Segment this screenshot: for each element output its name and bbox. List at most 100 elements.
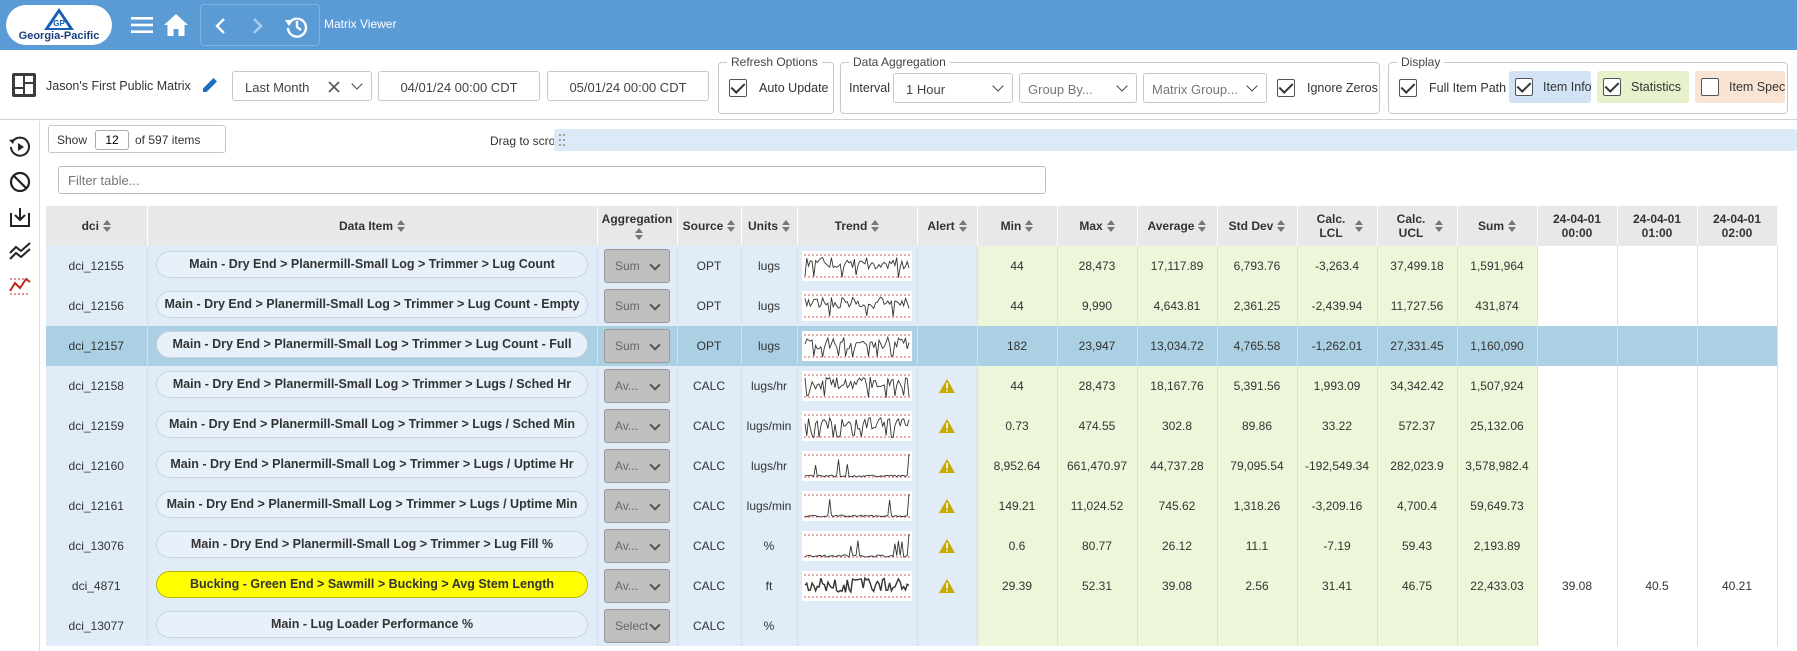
home-icon[interactable] bbox=[162, 11, 190, 39]
data-item-pill[interactable]: Bucking - Green End > Sawmill > Bucking … bbox=[156, 571, 588, 598]
edit-pencil-icon[interactable] bbox=[200, 75, 220, 95]
sort-icon[interactable] bbox=[1106, 220, 1115, 233]
trend-chart-icon[interactable] bbox=[8, 239, 32, 263]
data-item-pill[interactable]: Main - Dry End > Planermill-Small Log > … bbox=[156, 411, 588, 438]
history-icon[interactable] bbox=[283, 13, 311, 41]
horizontal-scroll-track[interactable] bbox=[554, 129, 1797, 151]
start-date-field[interactable]: 04/01/24 00:00 CDT bbox=[378, 71, 540, 101]
column-header[interactable]: 24-04-01 00:00 bbox=[1537, 206, 1618, 246]
column-header[interactable]: Alert bbox=[917, 206, 978, 246]
statistics-checkbox[interactable] bbox=[1603, 78, 1621, 96]
aggregation-select[interactable]: Select bbox=[604, 609, 670, 643]
trend-sparkline[interactable] bbox=[802, 451, 912, 481]
sort-icon[interactable] bbox=[1508, 220, 1516, 233]
data-item-pill[interactable]: Main - Dry End > Planermill-Small Log > … bbox=[156, 331, 588, 358]
column-header[interactable]: dci bbox=[46, 206, 148, 246]
trend-sparkline[interactable] bbox=[802, 251, 912, 281]
auto-update-checkbox[interactable] bbox=[729, 79, 747, 97]
table-row[interactable]: dci_12158 Main - Dry End > Planermill-Sma… bbox=[46, 366, 1778, 406]
item-info-toggle[interactable]: Item Info bbox=[1509, 71, 1592, 103]
table-row[interactable]: dci_12157 Main - Dry End > Planermill-Sma… bbox=[46, 326, 1778, 366]
column-header[interactable]: Source bbox=[677, 206, 742, 246]
trend-sparkline[interactable] bbox=[802, 371, 912, 401]
warning-icon[interactable] bbox=[938, 578, 956, 594]
aggregation-select[interactable]: Av... bbox=[604, 569, 670, 603]
full-item-path-checkbox[interactable] bbox=[1399, 79, 1417, 97]
warning-icon[interactable] bbox=[938, 538, 956, 554]
statistics-toggle[interactable]: Statistics bbox=[1597, 71, 1689, 103]
sort-icon[interactable] bbox=[871, 220, 880, 233]
warning-icon[interactable] bbox=[938, 498, 956, 514]
column-header[interactable]: 24-04-01 01:00 bbox=[1617, 206, 1698, 246]
forward-icon[interactable] bbox=[247, 16, 267, 36]
table-row[interactable]: dci_12161 Main - Dry End > Planermill-Sma… bbox=[46, 486, 1778, 526]
table-row[interactable]: dci_13076 Main - Dry End > Planermill-Sma… bbox=[46, 526, 1778, 566]
drag-handle-icon[interactable] bbox=[558, 133, 566, 147]
column-header[interactable]: Units bbox=[741, 206, 798, 246]
aggregation-select[interactable]: Av... bbox=[604, 409, 670, 443]
aggregation-select[interactable]: Sum bbox=[604, 249, 670, 283]
column-header[interactable]: Min bbox=[977, 206, 1058, 246]
sort-icon[interactable] bbox=[1435, 220, 1443, 232]
data-item-pill[interactable]: Main - Lug Loader Performance % bbox=[156, 611, 588, 638]
menu-icon[interactable] bbox=[128, 11, 156, 39]
table-row[interactable]: dci_12160 Main - Dry End > Planermill-Sma… bbox=[46, 446, 1778, 486]
interval-select[interactable]: 1 Hour bbox=[893, 73, 1013, 103]
download-icon[interactable] bbox=[8, 205, 32, 229]
play-history-icon[interactable] bbox=[8, 135, 32, 159]
trend-sparkline[interactable] bbox=[802, 331, 912, 361]
time-range-select[interactable]: Last Month bbox=[232, 71, 372, 101]
sort-icon[interactable] bbox=[727, 220, 736, 233]
item-spec-checkbox[interactable] bbox=[1701, 78, 1719, 96]
sort-icon[interactable] bbox=[1198, 220, 1207, 233]
aggregation-select[interactable]: Av... bbox=[604, 369, 670, 403]
table-row[interactable]: dci_12156 Main - Dry End > Planermill-Sma… bbox=[46, 286, 1778, 326]
sort-icon[interactable] bbox=[102, 220, 111, 233]
column-header[interactable]: Average bbox=[1137, 206, 1218, 246]
sort-icon[interactable] bbox=[635, 228, 643, 241]
aggregation-select[interactable]: Av... bbox=[604, 449, 670, 483]
sort-icon[interactable] bbox=[958, 220, 967, 233]
clear-icon[interactable] bbox=[328, 81, 340, 93]
table-row[interactable]: dci_13077 Main - Lug Loader Performance %… bbox=[46, 606, 1778, 646]
column-header[interactable]: Aggregation bbox=[597, 206, 678, 246]
column-header[interactable]: 24-04-01 02:00 bbox=[1697, 206, 1778, 246]
column-header[interactable]: Calc. UCL bbox=[1377, 206, 1458, 246]
page-size-input[interactable] bbox=[95, 130, 129, 150]
sort-icon[interactable] bbox=[1277, 220, 1286, 233]
column-header[interactable]: Max bbox=[1057, 206, 1138, 246]
aggregation-select[interactable]: Sum bbox=[604, 289, 670, 323]
column-header[interactable]: Sum bbox=[1457, 206, 1538, 246]
matrix-group-select[interactable]: Matrix Group... bbox=[1143, 73, 1267, 103]
filter-table-input[interactable]: Filter table... bbox=[58, 166, 1046, 194]
data-item-pill[interactable]: Main - Dry End > Planermill-Small Log > … bbox=[156, 371, 588, 398]
column-header[interactable]: Calc. LCL bbox=[1297, 206, 1378, 246]
column-header[interactable]: Data Item bbox=[147, 206, 598, 246]
end-date-field[interactable]: 05/01/24 00:00 CDT bbox=[547, 71, 709, 101]
sort-icon[interactable] bbox=[397, 220, 406, 233]
aggregation-select[interactable]: Av... bbox=[604, 529, 670, 563]
trend-sparkline[interactable] bbox=[802, 571, 912, 601]
column-header[interactable]: Trend bbox=[797, 206, 918, 246]
column-header[interactable]: Std Dev bbox=[1217, 206, 1298, 246]
trend-sparkline[interactable] bbox=[802, 411, 912, 441]
data-item-pill[interactable]: Main - Dry End > Planermill-Small Log > … bbox=[156, 291, 588, 318]
table-row[interactable]: dci_4871 Bucking - Green End > Sawmill > … bbox=[46, 566, 1778, 606]
trend-sparkline[interactable] bbox=[802, 491, 912, 521]
data-item-pill[interactable]: Main - Dry End > Planermill-Small Log > … bbox=[156, 491, 588, 518]
back-icon[interactable] bbox=[211, 16, 231, 36]
logo[interactable]: GP Georgia-Pacific bbox=[6, 5, 112, 45]
data-item-pill[interactable]: Main - Dry End > Planermill-Small Log > … bbox=[156, 451, 588, 478]
aggregation-select[interactable]: Av... bbox=[604, 489, 670, 523]
warning-icon[interactable] bbox=[938, 418, 956, 434]
dashboard-icon[interactable] bbox=[12, 73, 36, 97]
data-item-pill[interactable]: Main - Dry End > Planermill-Small Log > … bbox=[156, 251, 588, 278]
data-item-pill[interactable]: Main - Dry End > Planermill-Small Log > … bbox=[156, 531, 588, 558]
item-info-checkbox[interactable] bbox=[1515, 78, 1533, 96]
warning-icon[interactable] bbox=[938, 378, 956, 394]
item-spec-toggle[interactable]: Item Spec bbox=[1695, 71, 1785, 103]
trend-sparkline[interactable] bbox=[802, 531, 912, 561]
sort-icon[interactable] bbox=[1025, 220, 1034, 233]
trend-sparkline[interactable] bbox=[802, 291, 912, 321]
ignore-zeros-checkbox[interactable] bbox=[1277, 79, 1295, 97]
